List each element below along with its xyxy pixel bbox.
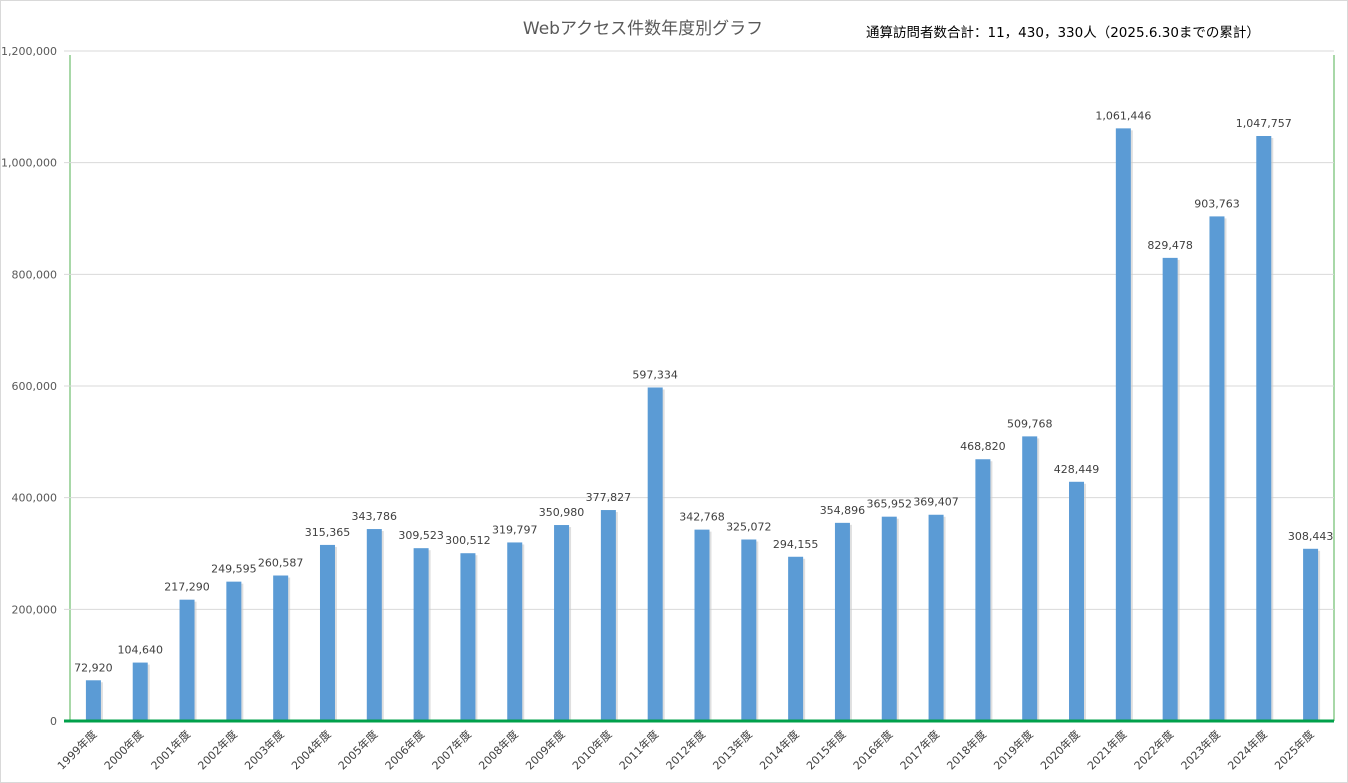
bar xyxy=(179,599,195,721)
y-tick-label: 800,000 xyxy=(12,268,58,281)
x-tick-label: 2024年度 xyxy=(1225,727,1270,772)
bar xyxy=(928,514,944,721)
x-tick-label: 2022年度 xyxy=(1131,727,1176,772)
data-label: 315,365 xyxy=(305,526,351,539)
data-label: 829,478 xyxy=(1147,239,1193,252)
chart-title: Webアクセス件数年度別グラフ xyxy=(522,19,764,39)
x-tick-label: 2021年度 xyxy=(1084,727,1129,772)
x-tick-label: 2002年度 xyxy=(195,727,240,772)
bar xyxy=(1022,436,1038,721)
bar xyxy=(273,575,289,721)
x-tick-label: 2001年度 xyxy=(148,727,193,772)
y-tick-label: 600,000 xyxy=(12,380,58,393)
chart-subtitle: 通算訪問者数合計：11，430，330人（2025.6.30までの累計） xyxy=(866,25,1260,41)
bar xyxy=(1115,128,1131,721)
x-tick-label: 2018年度 xyxy=(944,727,989,772)
bar xyxy=(413,548,429,721)
bar xyxy=(975,459,991,721)
x-tick-label: 2015年度 xyxy=(803,727,848,772)
x-tick-label: 2005年度 xyxy=(335,727,380,772)
bar xyxy=(85,680,101,721)
data-label: 308,443 xyxy=(1288,530,1334,543)
bar xyxy=(1256,136,1272,722)
data-label: 300,512 xyxy=(445,534,491,547)
x-tick-label: 2013年度 xyxy=(710,727,755,772)
bar xyxy=(1303,548,1319,721)
data-label: 217,290 xyxy=(164,581,210,594)
y-tick-label: 0 xyxy=(50,715,57,728)
x-tick-label: 2010年度 xyxy=(569,727,614,772)
data-label: 342,768 xyxy=(679,511,725,524)
bar xyxy=(507,542,523,721)
data-label: 377,827 xyxy=(586,491,632,504)
x-tick-label: 2006年度 xyxy=(382,727,427,772)
data-label: 343,786 xyxy=(352,510,398,523)
x-tick-label: 2025年度 xyxy=(1271,727,1316,772)
data-label: 468,820 xyxy=(960,440,1006,453)
data-label: 72,920 xyxy=(74,661,113,674)
data-label: 1,047,757 xyxy=(1236,117,1292,130)
x-tick-label: 2000年度 xyxy=(101,727,146,772)
y-tick-label: 1,200,000 xyxy=(1,45,57,58)
x-tick-label: 2008年度 xyxy=(476,727,521,772)
x-tick-label: 2016年度 xyxy=(850,727,895,772)
data-label: 104,640 xyxy=(117,644,163,657)
data-label: 354,896 xyxy=(820,504,866,517)
x-tick-label: 2014年度 xyxy=(756,727,801,772)
data-label: 309,523 xyxy=(398,529,444,542)
data-label: 319,797 xyxy=(492,523,538,536)
bar xyxy=(226,581,242,721)
x-tick-label: 2004年度 xyxy=(288,727,333,772)
x-tick-label: 2017年度 xyxy=(897,727,942,772)
data-label: 597,334 xyxy=(632,368,678,381)
bar xyxy=(788,556,804,721)
bar xyxy=(132,662,148,721)
data-label: 350,980 xyxy=(539,506,585,519)
bar xyxy=(694,529,710,721)
x-tick-label: 2007年度 xyxy=(429,727,474,772)
bar xyxy=(319,544,335,721)
data-label: 294,155 xyxy=(773,538,819,551)
data-label: 1,061,446 xyxy=(1095,109,1151,122)
y-tick-label: 200,000 xyxy=(12,603,58,616)
data-label: 903,763 xyxy=(1194,197,1240,210)
bar xyxy=(881,516,897,721)
data-label: 369,407 xyxy=(913,496,959,509)
x-tick-label: 2009年度 xyxy=(522,727,567,772)
data-label: 428,449 xyxy=(1054,463,1100,476)
data-label: 365,952 xyxy=(867,498,913,511)
x-tick-label: 2011年度 xyxy=(616,727,661,772)
bar xyxy=(554,525,570,721)
bar xyxy=(834,522,850,721)
bar xyxy=(600,510,616,721)
y-tick-label: 1,000,000 xyxy=(1,157,57,170)
bar xyxy=(741,539,757,721)
data-label: 260,587 xyxy=(258,557,304,570)
bar xyxy=(647,387,663,721)
data-label: 509,768 xyxy=(1007,417,1053,430)
data-label: 325,072 xyxy=(726,521,772,534)
data-label: 249,595 xyxy=(211,563,257,576)
y-tick-label: 400,000 xyxy=(12,492,58,505)
bar xyxy=(366,529,382,721)
bar xyxy=(1162,257,1178,721)
x-tick-label: 2003年度 xyxy=(242,727,287,772)
x-tick-label: 2020年度 xyxy=(1037,727,1082,772)
bar xyxy=(460,553,476,721)
x-tick-label: 2019年度 xyxy=(991,727,1036,772)
bar xyxy=(1209,216,1225,721)
x-tick-label: 2012年度 xyxy=(663,727,708,772)
bar xyxy=(1069,481,1085,721)
x-tick-label: 1999年度 xyxy=(54,727,99,772)
x-tick-label: 2023年度 xyxy=(1178,727,1223,772)
